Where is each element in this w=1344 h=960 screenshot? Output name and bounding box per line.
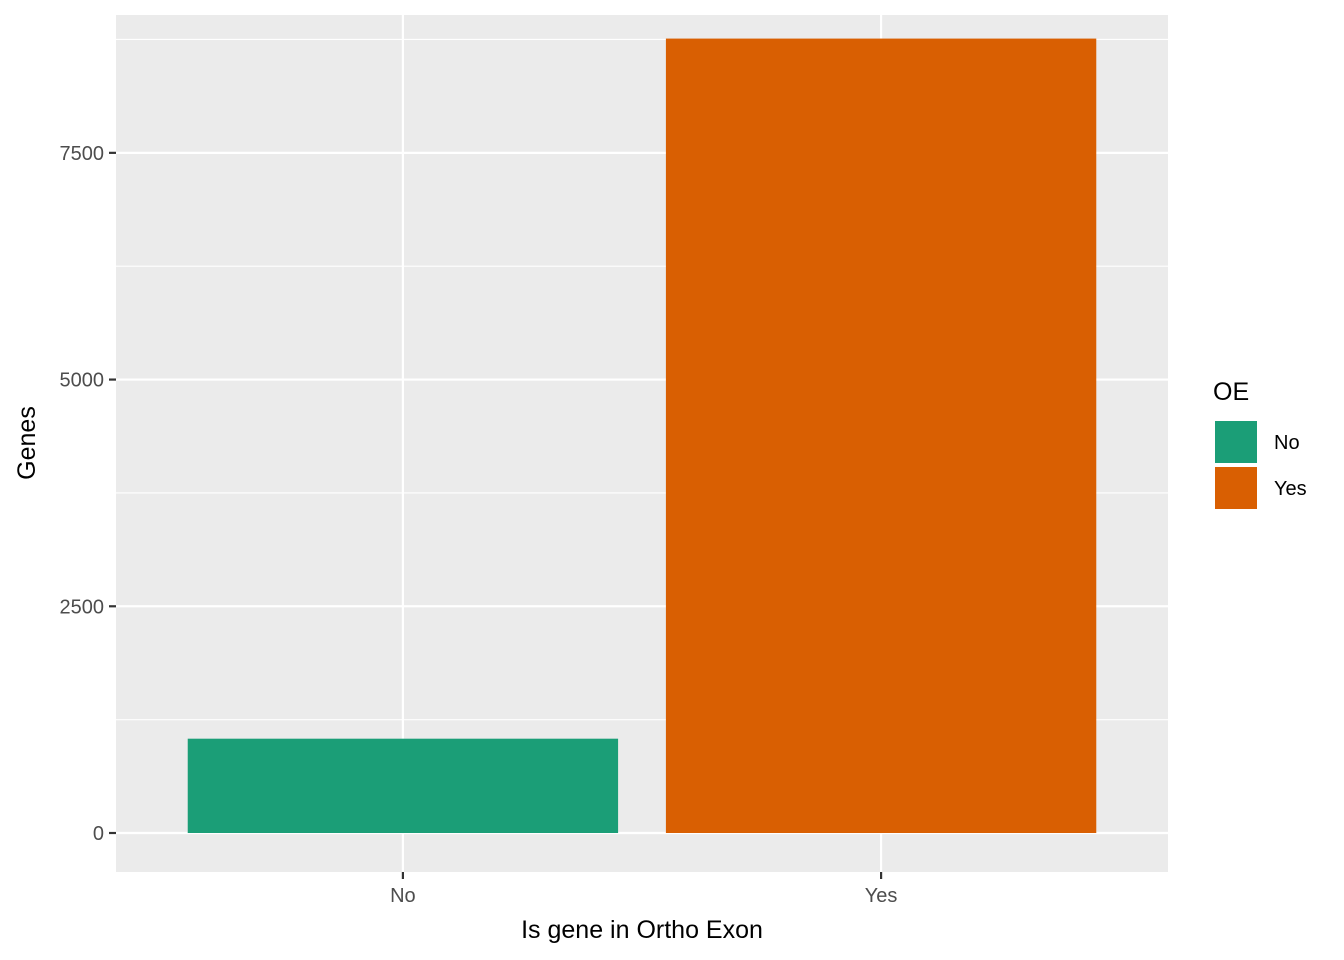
legend-label-yes: Yes [1274,478,1307,500]
legend-swatch-yes [1215,467,1257,509]
legend: OE No Yes [1213,378,1307,509]
x-tick-label: Yes [865,885,898,907]
bar-no [187,738,619,834]
legend-swatch-no [1215,421,1257,463]
y-axis-title: Genes [13,406,41,480]
x-axis: No Yes [390,872,897,907]
legend-title: OE [1213,378,1249,406]
y-tick-label: 5000 [60,370,105,392]
x-tick-label: No [390,885,416,907]
bar-yes [665,38,1097,834]
y-tick-label: 0 [93,823,104,845]
y-tick-label: 7500 [60,143,105,165]
bars [187,38,1097,834]
legend-label-no: No [1274,432,1300,454]
y-tick-label: 2500 [60,596,105,618]
x-axis-title: Is gene in Ortho Exon [521,916,763,944]
y-axis: 0 2500 5000 7500 [60,143,116,845]
